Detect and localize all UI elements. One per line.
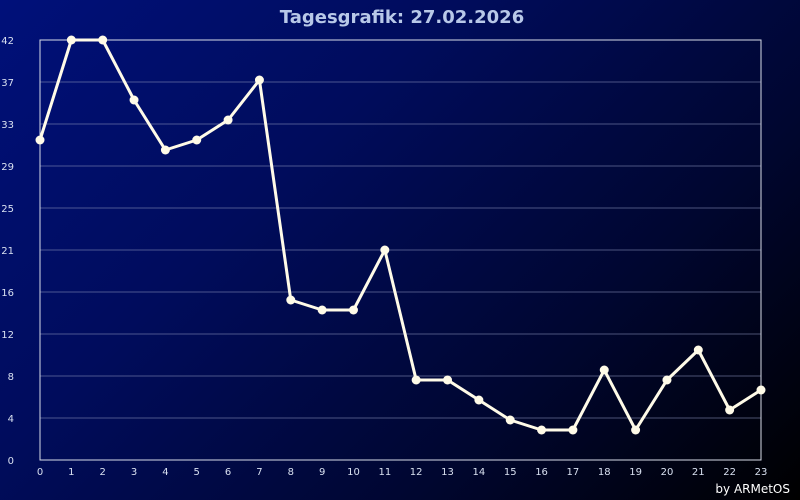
data-point — [537, 425, 547, 435]
x-tick-label: 13 — [441, 467, 454, 478]
x-tick-label: 11 — [378, 467, 391, 478]
chart-title: Tagesgrafik: 27.02.2026 — [280, 7, 524, 28]
x-tick-label: 14 — [473, 467, 486, 478]
data-point — [129, 95, 139, 105]
data-point — [223, 115, 233, 125]
data-point — [380, 245, 390, 255]
plot-frame — [39, 39, 762, 461]
credit-label: by ARMetOS — [715, 482, 790, 496]
data-point — [98, 35, 108, 45]
data-point — [443, 375, 453, 385]
x-tick-label: 4 — [162, 467, 168, 478]
x-tick-label: 22 — [723, 467, 736, 478]
x-tick-label: 7 — [256, 467, 262, 478]
x-tick-label: 10 — [347, 467, 360, 478]
y-tick-label: 42 — [1, 36, 14, 47]
data-point — [568, 425, 578, 435]
y-tick-label: 0 — [8, 456, 14, 467]
data-point — [474, 395, 484, 405]
x-tick-label: 17 — [567, 467, 580, 478]
x-tick-label: 18 — [598, 467, 611, 478]
data-point — [66, 35, 76, 45]
y-tick-label: 25 — [1, 204, 14, 215]
y-tick-label: 37 — [1, 78, 14, 89]
data-point — [348, 305, 358, 315]
y-tick-label: 29 — [1, 162, 14, 173]
x-tick-label: 15 — [504, 467, 517, 478]
data-point — [693, 345, 703, 355]
x-tick-label: 3 — [131, 467, 137, 478]
grid-lines — [40, 81, 761, 419]
data-point — [286, 295, 296, 305]
data-point — [317, 305, 327, 315]
x-tick-label: 8 — [288, 467, 294, 478]
x-tick-label: 1 — [68, 467, 74, 478]
x-tick-label: 20 — [661, 467, 674, 478]
y-tick-label: 4 — [8, 414, 14, 425]
y-tick-label: 33 — [1, 120, 14, 131]
data-point — [662, 375, 672, 385]
data-point — [192, 135, 202, 145]
y-tick-label: 8 — [8, 372, 14, 383]
x-axis-ticks: 0 1 2 3 4 5 6 7 8 9 10 11 12 13 14 15 16 17 18 19 20 21 22 23 — [37, 467, 768, 478]
x-tick-label: 0 — [37, 467, 43, 478]
y-tick-label: 12 — [1, 330, 14, 341]
data-point — [599, 365, 609, 375]
x-tick-label: 16 — [535, 467, 548, 478]
data-point — [254, 75, 264, 85]
x-tick-label: 9 — [319, 467, 325, 478]
x-tick-label: 12 — [410, 467, 423, 478]
series-layer — [35, 35, 766, 435]
x-tick-label: 5 — [194, 467, 200, 478]
y-tick-label: 16 — [1, 288, 14, 299]
y-axis-ticks: 0 4 8 12 16 21 25 29 33 37 42 — [1, 36, 14, 467]
data-point — [505, 415, 515, 425]
x-tick-label: 21 — [692, 467, 705, 478]
data-point — [411, 375, 421, 385]
x-tick-label: 23 — [755, 467, 768, 478]
x-tick-label: 6 — [225, 467, 231, 478]
data-point — [725, 405, 735, 415]
x-tick-label: 2 — [100, 467, 106, 478]
data-point — [160, 145, 170, 155]
x-tick-label: 19 — [629, 467, 642, 478]
data-point — [631, 425, 641, 435]
data-point — [35, 135, 45, 145]
y-tick-label: 21 — [1, 246, 14, 257]
series-line — [38, 38, 762, 432]
data-point — [756, 385, 766, 395]
